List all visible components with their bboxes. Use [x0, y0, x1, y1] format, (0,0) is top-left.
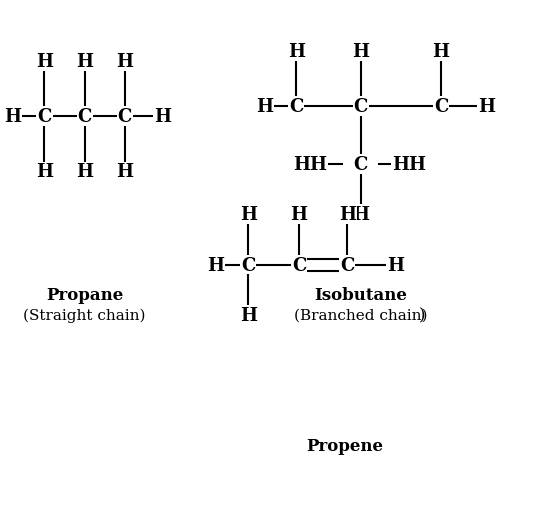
- Text: HH: HH: [293, 156, 327, 174]
- Text: C: C: [241, 256, 255, 274]
- Text: C: C: [340, 256, 355, 274]
- Text: H: H: [352, 42, 369, 61]
- Text: (Straight chain): (Straight chain): [23, 308, 146, 323]
- Text: H: H: [116, 53, 133, 71]
- Text: H: H: [255, 98, 273, 116]
- Text: H: H: [76, 163, 93, 181]
- Text: H: H: [240, 206, 257, 224]
- Text: H: H: [240, 307, 257, 324]
- Text: H: H: [36, 53, 53, 71]
- Text: H: H: [76, 53, 93, 71]
- Text: H: H: [288, 42, 305, 61]
- Text: C: C: [354, 156, 368, 174]
- Text: (Branched chain): (Branched chain): [294, 308, 427, 322]
- Text: Isobutane: Isobutane: [314, 287, 407, 304]
- Text: C: C: [78, 108, 92, 126]
- Text: H: H: [4, 108, 21, 126]
- Text: H: H: [433, 42, 450, 61]
- Text: C: C: [292, 256, 306, 274]
- Text: Propane: Propane: [46, 287, 123, 304]
- Text: H: H: [291, 206, 308, 224]
- Text: ): ): [419, 307, 426, 324]
- Text: C: C: [289, 98, 303, 116]
- Text: H: H: [352, 206, 369, 224]
- Text: C: C: [37, 108, 52, 126]
- Text: HH: HH: [392, 156, 426, 174]
- Text: C: C: [354, 98, 368, 116]
- Text: H: H: [36, 163, 53, 181]
- Text: Propene: Propene: [306, 437, 383, 454]
- Text: C: C: [118, 108, 132, 126]
- Text: H: H: [116, 163, 133, 181]
- Text: C: C: [434, 98, 448, 116]
- Text: H: H: [154, 108, 171, 126]
- Text: H: H: [339, 206, 356, 224]
- Text: H: H: [208, 256, 224, 274]
- Text: H: H: [387, 256, 404, 274]
- Text: H: H: [478, 98, 495, 116]
